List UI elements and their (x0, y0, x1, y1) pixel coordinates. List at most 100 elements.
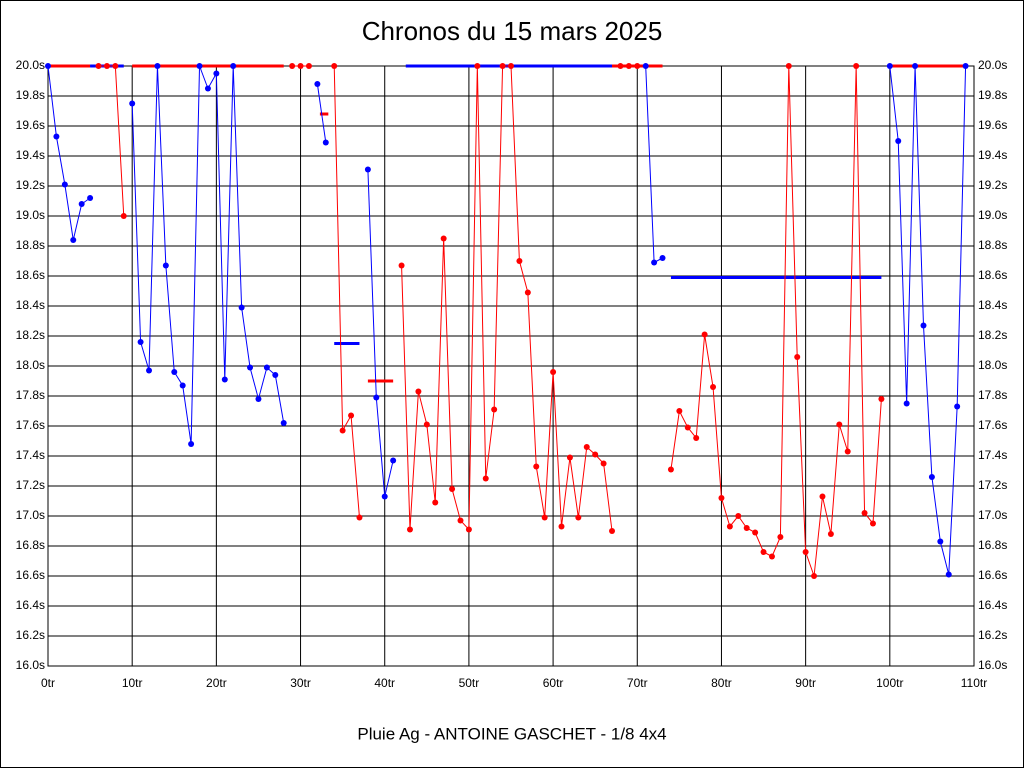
data-point (634, 63, 641, 69)
data-point (735, 513, 742, 519)
y-tick-label-right: 16.0s (978, 658, 1007, 672)
data-point (406, 526, 413, 533)
x-tick-label: 40tr (374, 676, 395, 690)
data-point (777, 534, 784, 540)
data-point (701, 331, 708, 338)
data-point (811, 573, 818, 579)
data-point (61, 181, 68, 188)
y-tick-label-right: 19.6s (978, 118, 1007, 132)
data-point (154, 63, 161, 69)
data-point (718, 495, 725, 501)
data-point (600, 460, 607, 467)
y-tick-label-right: 16.2s (978, 628, 1007, 642)
y-tick-label-right: 19.2s (978, 178, 1007, 192)
data-point (45, 63, 51, 69)
x-tick-label: 100tr (876, 676, 903, 690)
data-point (230, 63, 237, 69)
data-point (238, 304, 245, 311)
data-point (575, 514, 582, 521)
data-point (827, 531, 834, 537)
y-tick-label: 18.0s (16, 358, 45, 372)
data-point (886, 63, 893, 69)
data-point (482, 475, 489, 482)
data-point (524, 289, 531, 296)
data-point (684, 424, 691, 431)
y-tick-label: 17.4s (16, 448, 45, 462)
data-point (146, 367, 153, 374)
y-tick-label-right: 17.4s (978, 448, 1007, 462)
data-point (937, 538, 944, 545)
data-point (878, 396, 885, 402)
data-point (550, 369, 557, 375)
data-point (836, 421, 843, 428)
y-tick-label-right: 17.2s (978, 478, 1007, 492)
data-point (305, 63, 312, 69)
y-tick-label: 17.8s (16, 388, 45, 402)
y-tick-label: 16.4s (16, 598, 45, 612)
y-tick-label-right: 16.8s (978, 538, 1007, 552)
data-point (70, 237, 77, 243)
series-line (401, 65, 613, 532)
data-point (558, 523, 565, 530)
data-point (171, 369, 178, 375)
y-tick-label: 18.6s (16, 268, 45, 282)
y-tick-label-right: 18.6s (978, 268, 1007, 282)
data-point (592, 451, 599, 458)
y-tick-label: 19.4s (16, 148, 45, 162)
y-tick-label: 16.0s (16, 658, 45, 672)
x-tick-label: 30tr (290, 676, 311, 690)
y-tick-label: 18.8s (16, 238, 45, 252)
data-point (726, 523, 733, 530)
data-point (78, 201, 85, 207)
data-point (440, 235, 447, 242)
data-point (95, 63, 102, 69)
x-tick-label: 20tr (206, 676, 227, 690)
data-point (659, 255, 666, 261)
y-tick-label-right: 18.4s (978, 298, 1007, 312)
data-point (196, 63, 203, 69)
data-point (415, 388, 422, 395)
y-tick-label: 19.8s (16, 88, 45, 102)
data-point (962, 63, 969, 69)
data-point (398, 262, 405, 269)
y-tick-label-right: 16.6s (978, 568, 1007, 582)
y-tick-label-right: 18.0s (978, 358, 1007, 372)
y-tick-label-right: 19.0s (978, 208, 1007, 222)
data-point (895, 138, 902, 144)
data-point (912, 63, 919, 69)
data-point (566, 454, 573, 461)
data-point (508, 63, 514, 69)
data-point (272, 372, 279, 378)
data-point (516, 258, 523, 264)
x-tick-label: 10tr (122, 676, 143, 690)
series-line (316, 83, 327, 143)
data-point (137, 339, 144, 345)
data-point (432, 499, 439, 506)
y-tick-label-right: 18.8s (978, 238, 1007, 252)
y-tick-label: 18.2s (16, 328, 45, 342)
y-tick-label-right: 20.0s (978, 58, 1007, 72)
y-tick-label-right: 19.8s (978, 88, 1007, 102)
data-point (861, 510, 868, 516)
y-tick-label: 17.2s (16, 478, 45, 492)
data-point (221, 376, 228, 383)
data-point (331, 63, 338, 69)
series-line (889, 65, 967, 575)
data-point (928, 474, 935, 480)
x-tick-label: 110tr (961, 676, 987, 690)
data-point (247, 364, 254, 371)
data-point (255, 396, 262, 402)
y-tick-label: 16.2s (16, 628, 45, 642)
data-point (853, 63, 860, 69)
data-point (743, 525, 750, 531)
y-tick-label-right: 17.0s (978, 508, 1007, 522)
data-point (819, 493, 826, 500)
data-point (188, 441, 195, 447)
data-point (667, 466, 674, 473)
y-tick-label-right: 19.4s (978, 148, 1007, 162)
y-tick-label: 19.6s (16, 118, 45, 132)
data-point (794, 354, 801, 360)
data-point (339, 427, 346, 434)
